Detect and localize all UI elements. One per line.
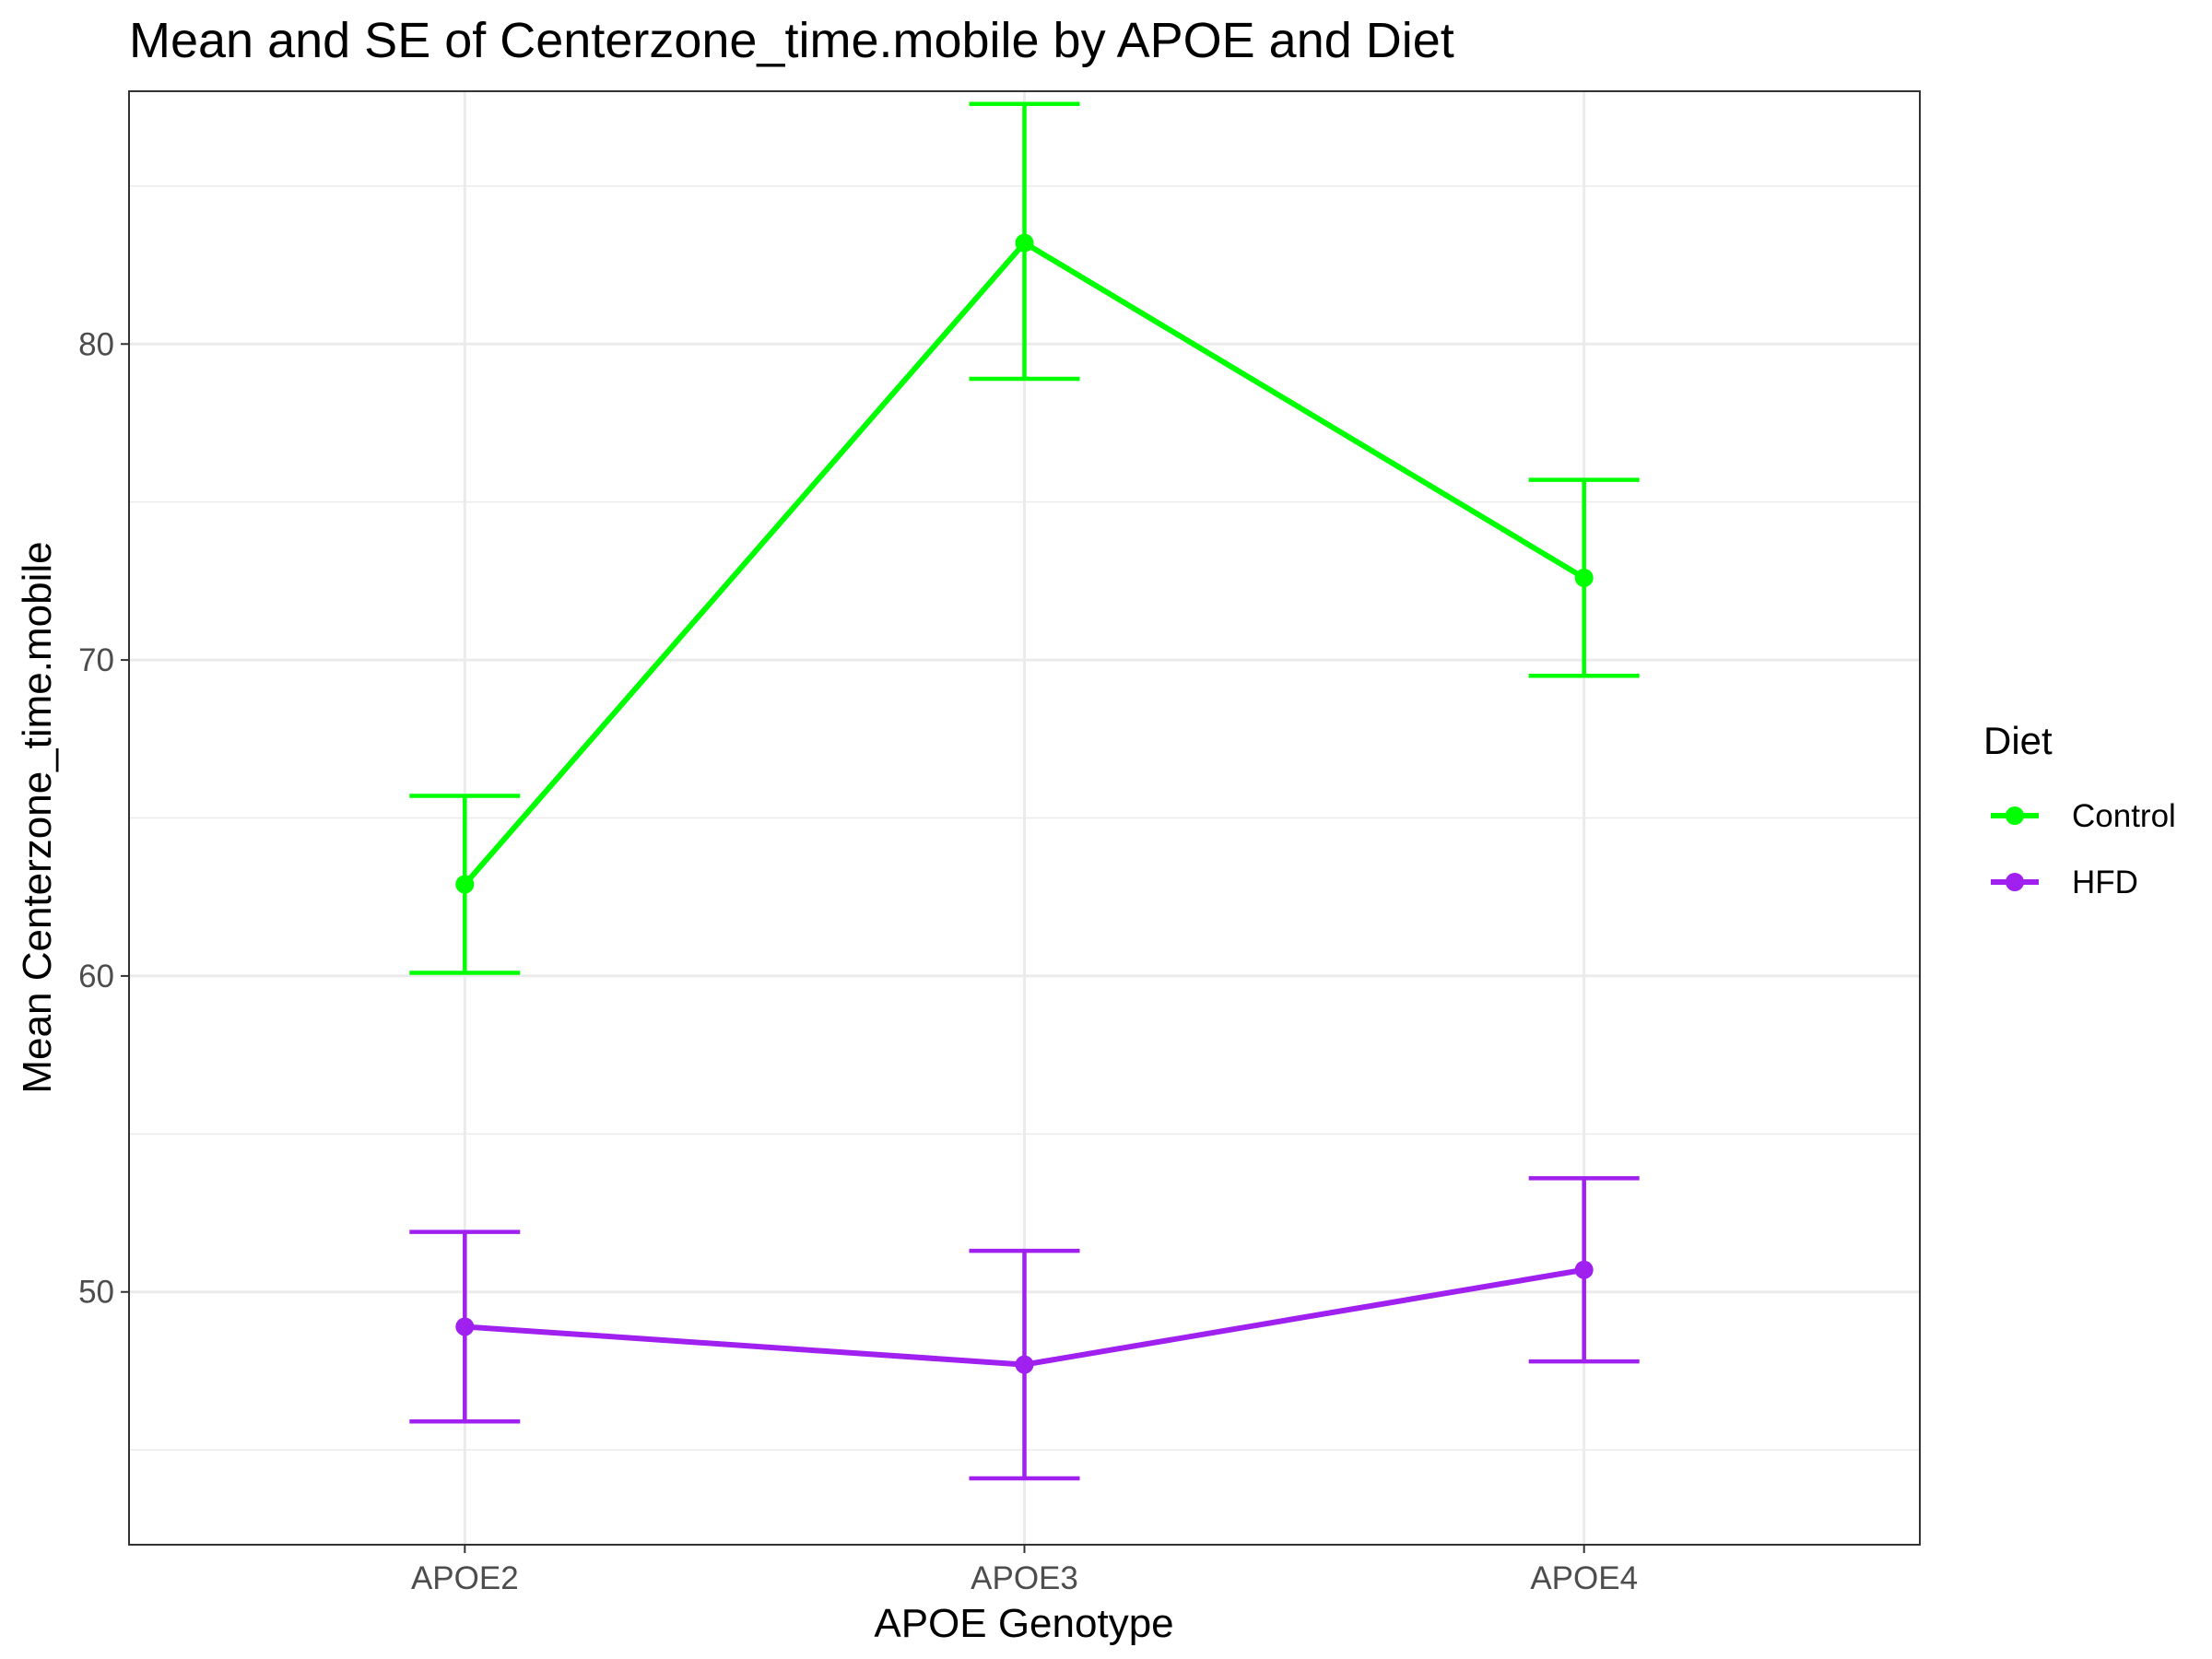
- legend-items: Control HFD: [1991, 798, 2176, 900]
- series-control: [409, 101, 1640, 975]
- data-point: [455, 875, 475, 894]
- series-hfd: [409, 1176, 1640, 1481]
- data-point: [1015, 233, 1034, 253]
- legend-title: Diet: [1983, 719, 2053, 762]
- data-point: [455, 1317, 475, 1336]
- data-point: [1574, 568, 1594, 587]
- legend-key-point: [2006, 806, 2024, 825]
- x-tick-label: APOE4: [1530, 1560, 1638, 1596]
- y-tick-label: 50: [78, 1275, 114, 1311]
- y-axis-title: Mean Centerzone_time.mobile: [15, 541, 60, 1093]
- legend-item-control: Control: [1991, 798, 2176, 834]
- legend: Diet Control HFD: [1983, 719, 2176, 900]
- chart-title: Mean and SE of Centerzone_time.mobile by…: [129, 13, 1454, 68]
- y-tick-label: 60: [78, 959, 114, 994]
- series-layer: [409, 101, 1640, 1481]
- legend-label: Control: [2072, 798, 2176, 834]
- y-axis: 50 60 70 80: [78, 326, 129, 1311]
- legend-key-point: [2006, 873, 2024, 891]
- data-point: [1574, 1260, 1594, 1279]
- major-gridlines: [129, 91, 1920, 1545]
- x-axis-title: APOE Genotype: [874, 1601, 1173, 1646]
- legend-label: HFD: [2072, 865, 2138, 900]
- y-tick-label: 70: [78, 642, 114, 678]
- x-axis: APOE2 APOE3 APOE4: [411, 1545, 1638, 1596]
- legend-item-hfd: HFD: [1991, 865, 2138, 900]
- y-tick-label: 80: [78, 326, 114, 362]
- x-tick-label: APOE2: [411, 1560, 519, 1596]
- plot-panel: [128, 90, 1921, 1546]
- data-point: [1015, 1355, 1034, 1374]
- x-tick-label: APOE3: [971, 1560, 1078, 1596]
